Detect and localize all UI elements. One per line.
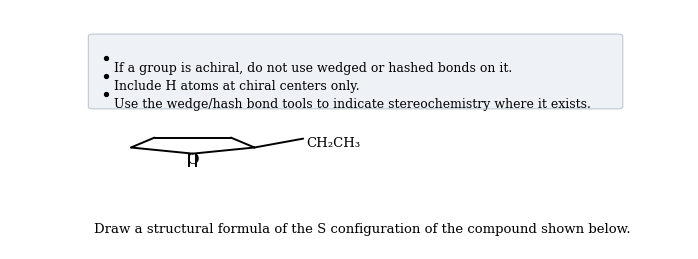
Text: O: O	[186, 153, 199, 167]
Text: If a group is achiral, do not use wedged or hashed bonds on it.: If a group is achiral, do not use wedged…	[114, 62, 512, 75]
Text: CH₂CH₃: CH₂CH₃	[306, 137, 360, 150]
Text: Use the wedge/hash bond tools to indicate stereochemistry where it exists.: Use the wedge/hash bond tools to indicat…	[114, 98, 591, 111]
FancyBboxPatch shape	[89, 34, 623, 109]
Text: Draw a structural formula of the S configuration of the compound shown below.: Draw a structural formula of the S confi…	[94, 222, 630, 235]
Text: Include H atoms at chiral centers only.: Include H atoms at chiral centers only.	[114, 80, 360, 93]
